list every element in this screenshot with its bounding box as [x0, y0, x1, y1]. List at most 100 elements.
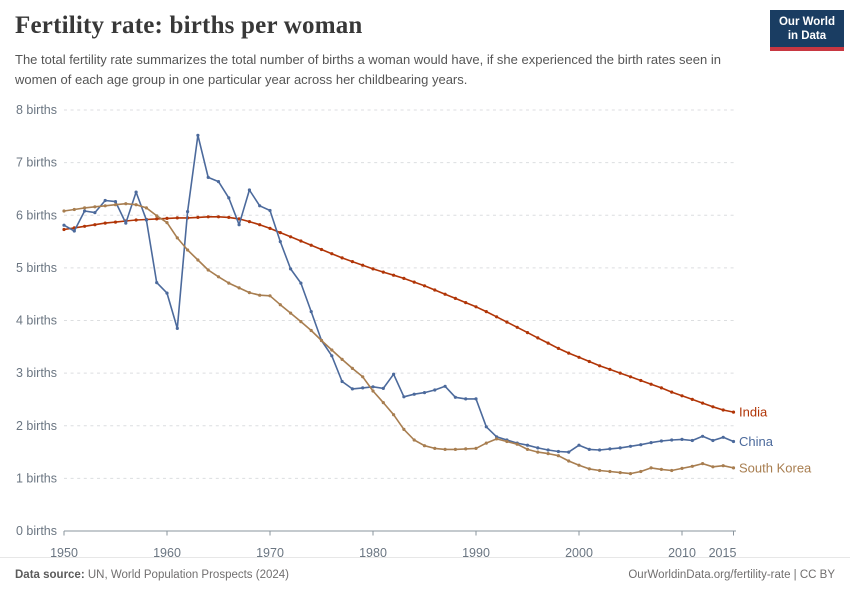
y-tick-label-6: 6 births [16, 208, 57, 222]
series-marker-india-2004 [618, 371, 622, 375]
series-marker-india-1952 [83, 224, 87, 228]
series-marker-india-1988 [453, 296, 457, 300]
y-tick-label-1: 1 births [16, 471, 57, 485]
owid-logo[interactable]: Our World in Data [769, 10, 844, 51]
series-marker-south-korea-2015 [731, 466, 736, 470]
chart-subtitle: The total fertility rate summarizes the … [15, 52, 721, 87]
chart-footer: Data source: UN, World Population Prospe… [0, 557, 850, 600]
series-marker-china-2011 [690, 438, 694, 443]
series-marker-india-2007 [649, 382, 653, 386]
series-marker-china-1966 [227, 196, 231, 200]
series-marker-india-2013 [711, 405, 715, 409]
series-marker-china-1965 [216, 180, 221, 184]
series-marker-china-1989 [464, 397, 468, 401]
y-tick-label-2: 2 births [16, 419, 57, 433]
series-marker-india-1972 [289, 235, 293, 239]
series-marker-south-korea-2014 [721, 464, 725, 468]
series-marker-south-korea-1989 [464, 447, 468, 451]
data-source-note: Data source: UN, World Population Prospe… [15, 569, 289, 581]
series-marker-india-1989 [464, 301, 468, 305]
series-marker-china-1962 [186, 210, 190, 214]
series-marker-south-korea-1970 [268, 294, 272, 298]
y-tick-label-7: 7 births [16, 156, 57, 170]
series-marker-china-2014 [721, 435, 725, 439]
series-marker-south-korea-1961 [175, 236, 179, 240]
series-marker-south-korea-1976 [330, 348, 334, 352]
series-marker-china-1981 [381, 386, 385, 390]
series-marker-south-korea-2010 [680, 466, 684, 470]
owid-logo-line1: Our World [778, 16, 835, 28]
series-marker-india-1987 [443, 292, 447, 296]
series-marker-china-1991 [484, 425, 488, 429]
series-marker-india-2012 [701, 401, 705, 405]
series-marker-south-korea-1977 [340, 357, 344, 361]
series-marker-india-1968 [247, 220, 251, 224]
series-marker-india-2001 [587, 359, 591, 364]
series-marker-china-1964 [206, 175, 210, 179]
series-marker-south-korea-1950 [62, 209, 66, 213]
series-marker-india-1980 [371, 267, 375, 271]
series-marker-china-1959 [155, 281, 159, 285]
series-marker-south-korea-1975 [319, 338, 324, 343]
series-marker-south-korea-1953 [93, 205, 97, 209]
series-label-china: China [739, 434, 774, 449]
series-marker-china-1999 [567, 450, 571, 454]
credit-link[interactable]: OurWorldinData.org/fertility-rate | CC B… [628, 569, 835, 581]
series-marker-china-1998 [556, 449, 561, 454]
series-marker-south-korea-1974 [309, 328, 313, 333]
series-marker-india-1973 [299, 239, 303, 243]
series-marker-india-1953 [93, 223, 97, 227]
series-marker-south-korea-1986 [433, 446, 437, 450]
x-tick-label-2010: 2010 [668, 546, 696, 560]
series-marker-india-1996 [536, 336, 540, 340]
series-marker-india-1970 [268, 226, 272, 230]
series-marker-south-korea-1951 [72, 207, 76, 212]
series-marker-south-korea-1978 [350, 366, 354, 370]
y-tick-label-4: 4 births [16, 314, 57, 328]
series-marker-south-korea-1969 [258, 293, 262, 297]
series-marker-china-2002 [598, 448, 602, 452]
series-marker-south-korea-1980 [371, 389, 375, 393]
series-marker-china-1960 [165, 291, 169, 295]
series-marker-china-2003 [608, 447, 612, 451]
series-marker-india-2005 [628, 375, 633, 379]
series-line-china [63, 134, 734, 453]
series-marker-south-korea-1956 [124, 202, 128, 206]
series-marker-south-korea-1997 [546, 452, 550, 456]
series-marker-south-korea-1988 [453, 447, 457, 451]
series-marker-india-2008 [659, 386, 664, 390]
series-marker-china-1969 [258, 204, 262, 208]
series-marker-india-1997 [546, 341, 550, 345]
series-marker-south-korea-1955 [113, 203, 118, 207]
series-marker-india-1976 [330, 252, 334, 256]
x-tick-label-2000: 2000 [565, 546, 593, 560]
series-marker-south-korea-1987 [443, 447, 447, 451]
series-marker-china-1954 [103, 198, 107, 203]
series-marker-china-2009 [670, 438, 674, 442]
series-marker-india-1990 [474, 305, 478, 309]
series-marker-china-2012 [701, 434, 705, 438]
series-marker-south-korea-1962 [186, 248, 190, 252]
series-marker-china-1984 [412, 392, 416, 396]
series-marker-china-1963 [196, 133, 200, 137]
series-marker-south-korea-1999 [567, 459, 571, 463]
series-marker-south-korea-2012 [701, 462, 705, 466]
series-marker-china-1986 [433, 388, 437, 392]
series-marker-south-korea-2001 [587, 467, 591, 471]
series-marker-india-1961 [175, 216, 179, 220]
series-marker-china-2010 [680, 437, 684, 441]
series-marker-south-korea-1960 [165, 221, 169, 225]
page-title: Fertility rate: births per woman [15, 12, 363, 39]
series-marker-china-2000 [577, 443, 581, 447]
series-marker-india-1986 [433, 288, 437, 292]
series-marker-south-korea-1966 [227, 281, 231, 285]
series-marker-india-2006 [639, 378, 643, 383]
series-line-south-korea [63, 202, 734, 475]
series-marker-india-2000 [577, 355, 581, 359]
series-marker-south-korea-2008 [659, 467, 664, 471]
series-marker-china-1955 [113, 200, 118, 204]
series-marker-china-1971 [278, 240, 282, 244]
series-marker-south-korea-1985 [422, 444, 427, 448]
